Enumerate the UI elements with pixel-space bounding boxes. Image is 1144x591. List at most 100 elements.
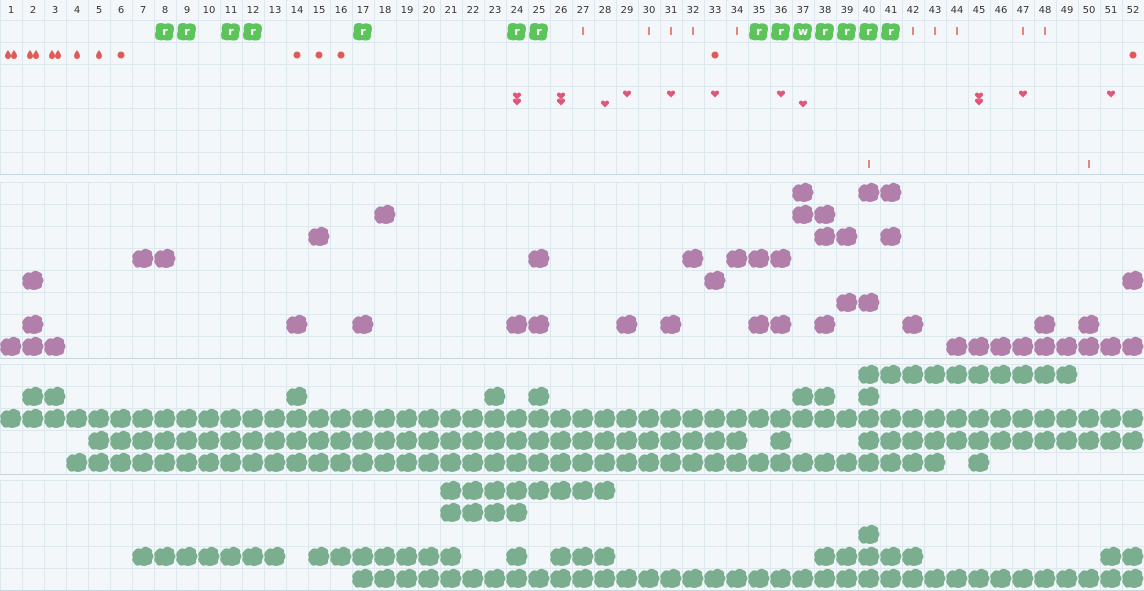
week-number: 37 (797, 5, 810, 16)
week-number: 33 (709, 5, 722, 16)
week-number: 24 (511, 5, 524, 16)
drop (55, 50, 61, 59)
badge (793, 23, 812, 41)
blob (176, 452, 198, 472)
blob (858, 386, 880, 406)
blob (352, 408, 374, 428)
blob (198, 430, 220, 450)
week-number: 45 (973, 5, 986, 16)
blob (462, 568, 484, 588)
blob (880, 226, 902, 246)
blob (506, 480, 528, 500)
blob (110, 408, 132, 428)
blob (946, 336, 968, 356)
blob (814, 452, 836, 472)
blob (1078, 336, 1100, 356)
blob (704, 270, 726, 290)
badge (507, 23, 526, 41)
blob (814, 204, 836, 224)
blob (902, 568, 924, 588)
blob (682, 408, 704, 428)
week-number: 32 (687, 5, 700, 16)
blob (44, 336, 66, 356)
blob (484, 408, 506, 428)
blob (924, 452, 946, 472)
blob (44, 408, 66, 428)
blob (176, 430, 198, 450)
blob (506, 452, 528, 472)
blob (440, 452, 462, 472)
blob (462, 408, 484, 428)
blob (462, 452, 484, 472)
blob (1012, 430, 1034, 450)
blob (110, 430, 132, 450)
blob (550, 452, 572, 472)
blob (770, 430, 792, 450)
blob (660, 408, 682, 428)
blob (462, 430, 484, 450)
blob (176, 408, 198, 428)
blob (506, 546, 528, 566)
blob (484, 386, 506, 406)
week-number: 47 (1017, 5, 1030, 16)
blob (286, 408, 308, 428)
blob (220, 408, 242, 428)
blob (550, 568, 572, 588)
week-number: 19 (401, 5, 414, 16)
blob (572, 452, 594, 472)
blob (682, 568, 704, 588)
blob (638, 452, 660, 472)
blob (946, 364, 968, 384)
blob (506, 408, 528, 428)
blob (638, 430, 660, 450)
week-number: 2 (30, 5, 36, 16)
blob (858, 568, 880, 588)
heart (556, 98, 566, 106)
blob (1012, 336, 1034, 356)
badge (859, 23, 878, 41)
badge-label: r (360, 25, 366, 38)
tick (912, 27, 914, 35)
blob (396, 568, 418, 588)
blob (88, 408, 110, 428)
blob (132, 408, 154, 428)
blob (748, 314, 770, 334)
blob (242, 408, 264, 428)
blob (506, 430, 528, 450)
week-number: 44 (951, 5, 964, 16)
blob (374, 568, 396, 588)
blob (594, 546, 616, 566)
blob (990, 568, 1012, 588)
week-number: 9 (184, 5, 190, 16)
drop (33, 50, 39, 59)
blob (770, 314, 792, 334)
week-number: 20 (423, 5, 436, 16)
blob (484, 480, 506, 500)
blob (484, 502, 506, 522)
blob (1034, 336, 1056, 356)
tick (670, 27, 672, 35)
blob (880, 408, 902, 428)
blob (594, 408, 616, 428)
badge-label: r (184, 25, 190, 38)
blob (858, 182, 880, 202)
blob (836, 546, 858, 566)
blob (418, 568, 440, 588)
blob (616, 408, 638, 428)
blob (814, 408, 836, 428)
blob (528, 430, 550, 450)
blob (1034, 430, 1056, 450)
blob (792, 182, 814, 202)
week-number: 4 (74, 5, 80, 16)
blob (814, 546, 836, 566)
blob (0, 336, 22, 356)
blob (286, 314, 308, 334)
blob (330, 408, 352, 428)
drop (5, 50, 11, 59)
blob (264, 408, 286, 428)
blob (990, 364, 1012, 384)
blob (814, 386, 836, 406)
blob (594, 430, 616, 450)
blob (154, 430, 176, 450)
